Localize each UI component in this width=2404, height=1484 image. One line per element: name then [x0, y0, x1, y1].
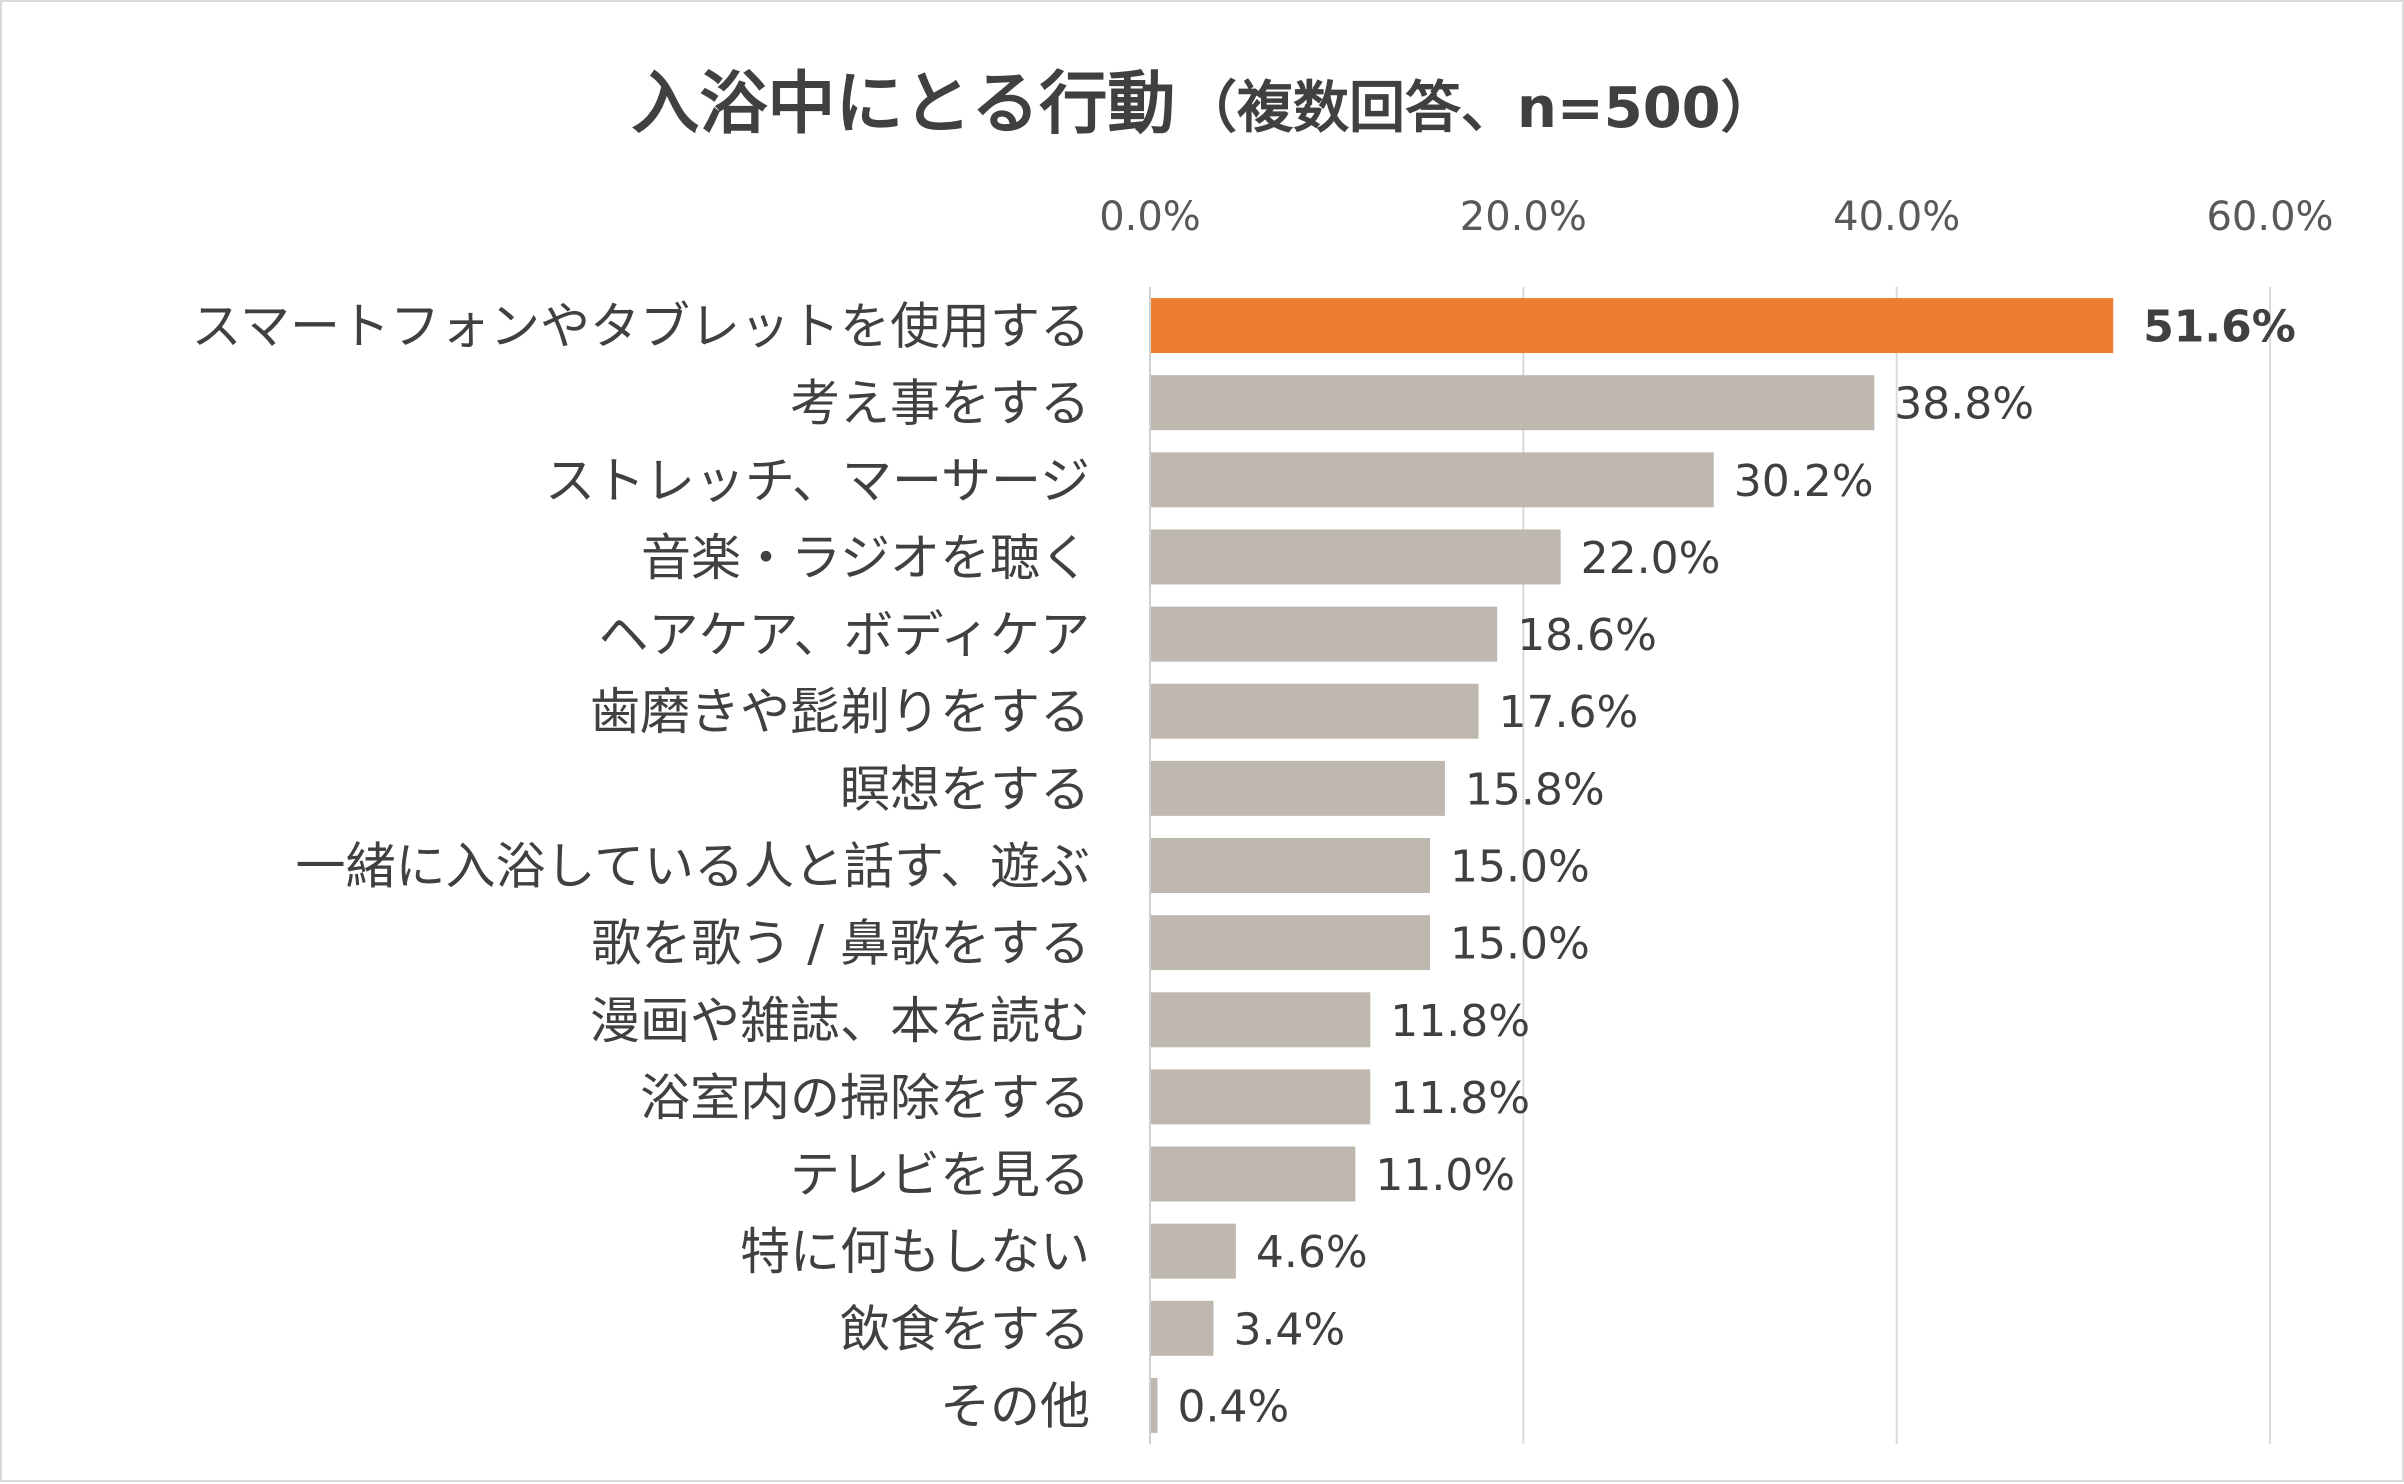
category-label: 浴室内の掃除をする — [640, 1069, 1090, 1127]
value-label: 15.0% — [1450, 919, 1590, 970]
x-tick-label: 40.0% — [1833, 194, 1960, 240]
value-label: 30.2% — [1734, 456, 1874, 507]
bar — [1150, 1223, 1236, 1279]
value-label: 15.0% — [1450, 842, 1590, 893]
value-label: 11.8% — [1390, 1073, 1530, 1124]
value-labels: 51.6% 38.8% 30.2% 22.0% 18.6% 17.6% 15.8% 15.0%… — [1177, 302, 2295, 1433]
category-label: 一緒に入浴している人と話す、遊ぶ — [296, 838, 1091, 896]
bar — [1150, 1377, 1158, 1433]
category-label: 瞑想をする — [840, 760, 1090, 818]
bar — [1150, 529, 1561, 585]
value-label: 11.8% — [1390, 996, 1530, 1047]
value-label: 17.6% — [1499, 687, 1639, 738]
x-axis-ticks: 0.0% 20.0% 40.0% 60.0% — [1099, 194, 2333, 240]
bar — [1150, 1146, 1356, 1202]
x-tick-label: 60.0% — [2206, 194, 2333, 240]
category-label: 音楽・ラジオを聴く — [641, 529, 1090, 587]
category-labels: スマートフォンやタブレットを使用する考え事をするストレッチ、マーサージ音楽・ラジ… — [192, 298, 1091, 1436]
bar — [1150, 838, 1430, 893]
bar — [1150, 606, 1498, 662]
category-label: 歌を歌う / 鼻歌をする — [591, 915, 1090, 973]
bars — [1150, 298, 2114, 1433]
chart-title-sub: （複数回答、n=500） — [1181, 76, 1777, 141]
value-label: 11.0% — [1375, 1150, 1515, 1201]
category-label: 特に何もしない — [740, 1223, 1090, 1281]
bar — [1150, 375, 1875, 431]
chart-title-main: 入浴中にとる行動 — [631, 65, 1175, 144]
bar — [1150, 452, 1714, 508]
x-tick-label: 0.0% — [1099, 194, 1201, 240]
value-label: 51.6% — [2143, 302, 2296, 353]
bar — [1150, 760, 1445, 816]
chart-title: 入浴中にとる行動 （複数回答、n=500） — [631, 65, 1776, 144]
value-label: 0.4% — [1177, 1381, 1289, 1432]
value-label: 4.6% — [1256, 1227, 1368, 1278]
value-label: 38.8% — [1894, 379, 2034, 430]
category-label: 考え事をする — [790, 375, 1090, 433]
bar — [1150, 1300, 1214, 1356]
category-label: 漫画や雑誌、本を読む — [590, 992, 1090, 1050]
value-label: 15.8% — [1465, 764, 1605, 815]
value-label: 18.6% — [1517, 610, 1657, 661]
category-label: テレビを見る — [790, 1146, 1090, 1204]
category-label: ストレッチ、マーサージ — [545, 452, 1090, 510]
value-label: 3.4% — [1233, 1304, 1345, 1355]
category-label: その他 — [940, 1377, 1090, 1435]
bar — [1150, 992, 1371, 1048]
category-label: スマートフォンやタブレットを使用する — [192, 298, 1091, 356]
bar — [1150, 683, 1479, 739]
value-label: 22.0% — [1581, 533, 1721, 584]
bar — [1150, 298, 2114, 354]
category-label: ヘアケア、ボディケア — [599, 606, 1091, 664]
category-label: 歯磨きや髭剃りをする — [590, 683, 1090, 741]
bar — [1150, 1069, 1371, 1125]
category-label: 飲食をする — [840, 1300, 1090, 1358]
bar — [1150, 915, 1430, 971]
x-tick-label: 20.0% — [1460, 194, 1587, 240]
